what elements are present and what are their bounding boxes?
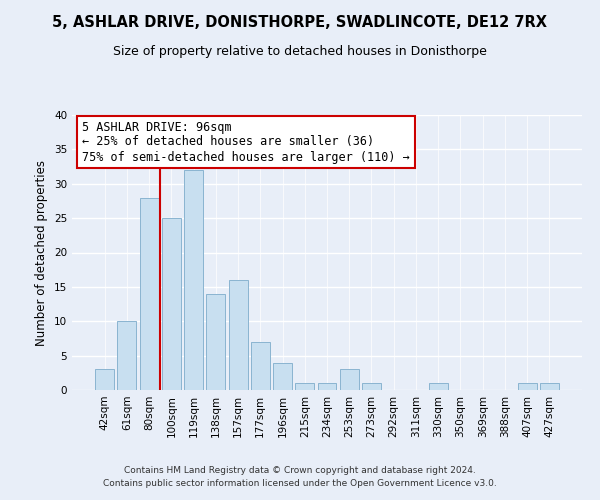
Y-axis label: Number of detached properties: Number of detached properties (35, 160, 49, 346)
Bar (118, 322, 136, 390)
Bar (140, 198, 158, 390)
Bar (362, 383, 381, 390)
Text: Size of property relative to detached houses in Donisthorpe: Size of property relative to detached ho… (113, 45, 487, 58)
Bar (340, 370, 359, 390)
Bar (273, 362, 292, 390)
Bar (95, 370, 114, 390)
Bar (229, 280, 248, 390)
Text: Contains HM Land Registry data © Crown copyright and database right 2024.
Contai: Contains HM Land Registry data © Crown c… (103, 466, 497, 487)
Bar (162, 218, 181, 390)
Bar (206, 294, 225, 390)
Bar (251, 342, 270, 390)
Text: 5 ASHLAR DRIVE: 96sqm
← 25% of detached houses are smaller (36)
75% of semi-deta: 5 ASHLAR DRIVE: 96sqm ← 25% of detached … (82, 120, 410, 164)
Text: 5, ASHLAR DRIVE, DONISTHORPE, SWADLINCOTE, DE12 7RX: 5, ASHLAR DRIVE, DONISTHORPE, SWADLINCOT… (53, 15, 548, 30)
Bar (429, 383, 448, 390)
Bar (295, 383, 314, 390)
Bar (540, 383, 559, 390)
Bar (518, 383, 536, 390)
Bar (184, 170, 203, 390)
Bar (317, 383, 337, 390)
